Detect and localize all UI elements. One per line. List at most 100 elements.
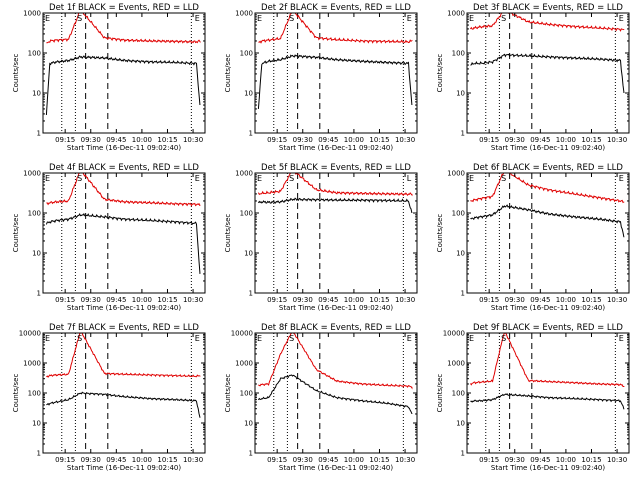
y-tick-label: 1000 [23,360,41,368]
y-tick-label: 10 [32,250,41,258]
x-tick-label: 09:30 [81,296,101,304]
x-tick-label: 09:30 [505,296,525,304]
segment-marker-label: E [195,14,200,23]
segment-marker-label: E [469,334,474,343]
segment-marker-label: E [257,334,262,343]
x-tick-label: 09:30 [293,456,313,464]
plot-frame [42,12,206,134]
y-tick-label: 10 [32,420,41,428]
x-tick-label: 10:30 [607,296,627,304]
detector-panel-2: Det 2f BLACK = Events, RED = LLD 1000 100 1… [224,3,418,152]
detector-panel-7: Det 7f BLACK = Events, RED = LLD10000100… [12,323,206,472]
x-tick-label: 10:30 [183,296,203,304]
y-tick-label: 1 [37,290,41,298]
x-tick-label: 10:15 [581,296,601,304]
x-tick-label: 09:45 [530,456,550,464]
x-axis-label: Start Time (16-Dec-11 09:02:40) [279,144,393,152]
x-tick-label: 09:15 [55,456,75,464]
x-tick-label: 10:30 [183,136,203,144]
y-tick-label: 100 [452,50,465,58]
x-tick-label: 09:30 [81,136,101,144]
plot-frame [466,172,630,294]
y-tick-label: 10 [456,90,465,98]
segment-marker-label: E [257,14,262,23]
series-line-events [257,374,413,414]
segment-marker-label: E [407,334,412,343]
series-line-lld [46,332,201,378]
series-line-lld [257,172,413,197]
series-line-lld [46,12,201,44]
segment-marker-label: E [407,14,412,23]
x-tick-label: 10:00 [344,296,364,304]
segment-marker-label: E [195,334,200,343]
x-tick-label: 09:15 [479,136,499,144]
x-tick-label: 09:45 [318,456,338,464]
y-axis-label: Counts/sec [12,214,20,253]
segment-marker-label: E [619,334,624,343]
series-line-events [470,53,625,93]
x-tick-label: 09:15 [479,456,499,464]
y-tick-label: 10 [244,90,253,98]
x-axis-label: Start Time (16-Dec-11 09:02:40) [279,464,393,472]
x-tick-label: 09:45 [530,296,550,304]
y-tick-label: 1 [461,450,465,458]
panel-title: Det 1f BLACK = Events, RED = LLD [49,3,199,13]
y-axis-label: Counts/sec [224,54,232,93]
y-tick-label: 1000 [235,360,253,368]
x-tick-label: 09:15 [479,296,499,304]
x-tick-label: 10:00 [344,136,364,144]
y-tick-label: 1 [249,130,253,138]
plot-frame [254,172,418,294]
y-tick-label: 100 [452,390,465,398]
x-tick-label: 10:15 [581,136,601,144]
y-tick-label: 1000 [23,170,41,178]
detector-panel-3: Det 3f BLACK = Events, RED = LLD 1000 100 1… [436,3,630,152]
x-tick-label: 10:15 [581,456,601,464]
segment-marker-label: E [469,14,474,23]
x-tick-label: 10:30 [395,136,415,144]
panel-title: Det 3f BLACK = Events, RED = LLD [473,3,623,13]
segment-marker-label: S [501,14,506,23]
series-line-events [470,393,625,410]
series-line-lld [258,332,413,390]
panel-title: Det 9f BLACK = Events, RED = LLD [473,323,623,333]
segment-marker-label: E [619,174,624,183]
x-tick-label: 10:30 [395,296,415,304]
y-tick-label: 10 [244,250,253,258]
x-tick-label: 09:15 [267,456,287,464]
x-tick-label: 10:15 [369,136,389,144]
y-axis-label: Counts/sec [436,214,444,253]
y-tick-label: 1000 [23,10,41,18]
series-line-events [46,391,201,418]
y-tick-label: 100 [240,50,253,58]
segment-marker-label: S [501,174,506,183]
plot-frame [466,12,630,134]
y-tick-label: 10 [456,420,465,428]
x-axis-label: Start Time (16-Dec-11 09:02:40) [491,144,605,152]
x-tick-label: 09:45 [106,136,126,144]
segment-marker-label: E [45,174,50,183]
x-tick-label: 09:30 [293,136,313,144]
x-tick-label: 09:45 [318,296,338,304]
detector-panel-1: Det 1f BLACK = Events, RED = LLD 1000 100 1… [12,3,206,152]
x-tick-label: 09:15 [267,296,287,304]
x-tick-label: 10:15 [369,456,389,464]
segment-marker-label: E [45,334,50,343]
detector-panel-6: Det 6f BLACK = Events, RED = LLD 1000 100 1… [436,163,630,312]
y-tick-label: 10000 [443,330,465,338]
y-tick-label: 1 [37,450,41,458]
y-axis-label: Counts/sec [224,214,232,253]
plot-frame [254,12,418,134]
y-tick-label: 100 [28,390,41,398]
y-tick-label: 1000 [235,170,253,178]
panel-title: Det 8f BLACK = Events, RED = LLD [261,323,411,333]
y-tick-label: 1 [461,130,465,138]
x-tick-label: 10:00 [344,456,364,464]
y-axis-label: Counts/sec [224,374,232,413]
segment-marker-label: S [77,14,82,23]
x-tick-label: 09:45 [106,296,126,304]
segment-marker-label: L [407,174,412,183]
x-tick-label: 10:00 [132,136,152,144]
plot-frame [466,332,630,454]
